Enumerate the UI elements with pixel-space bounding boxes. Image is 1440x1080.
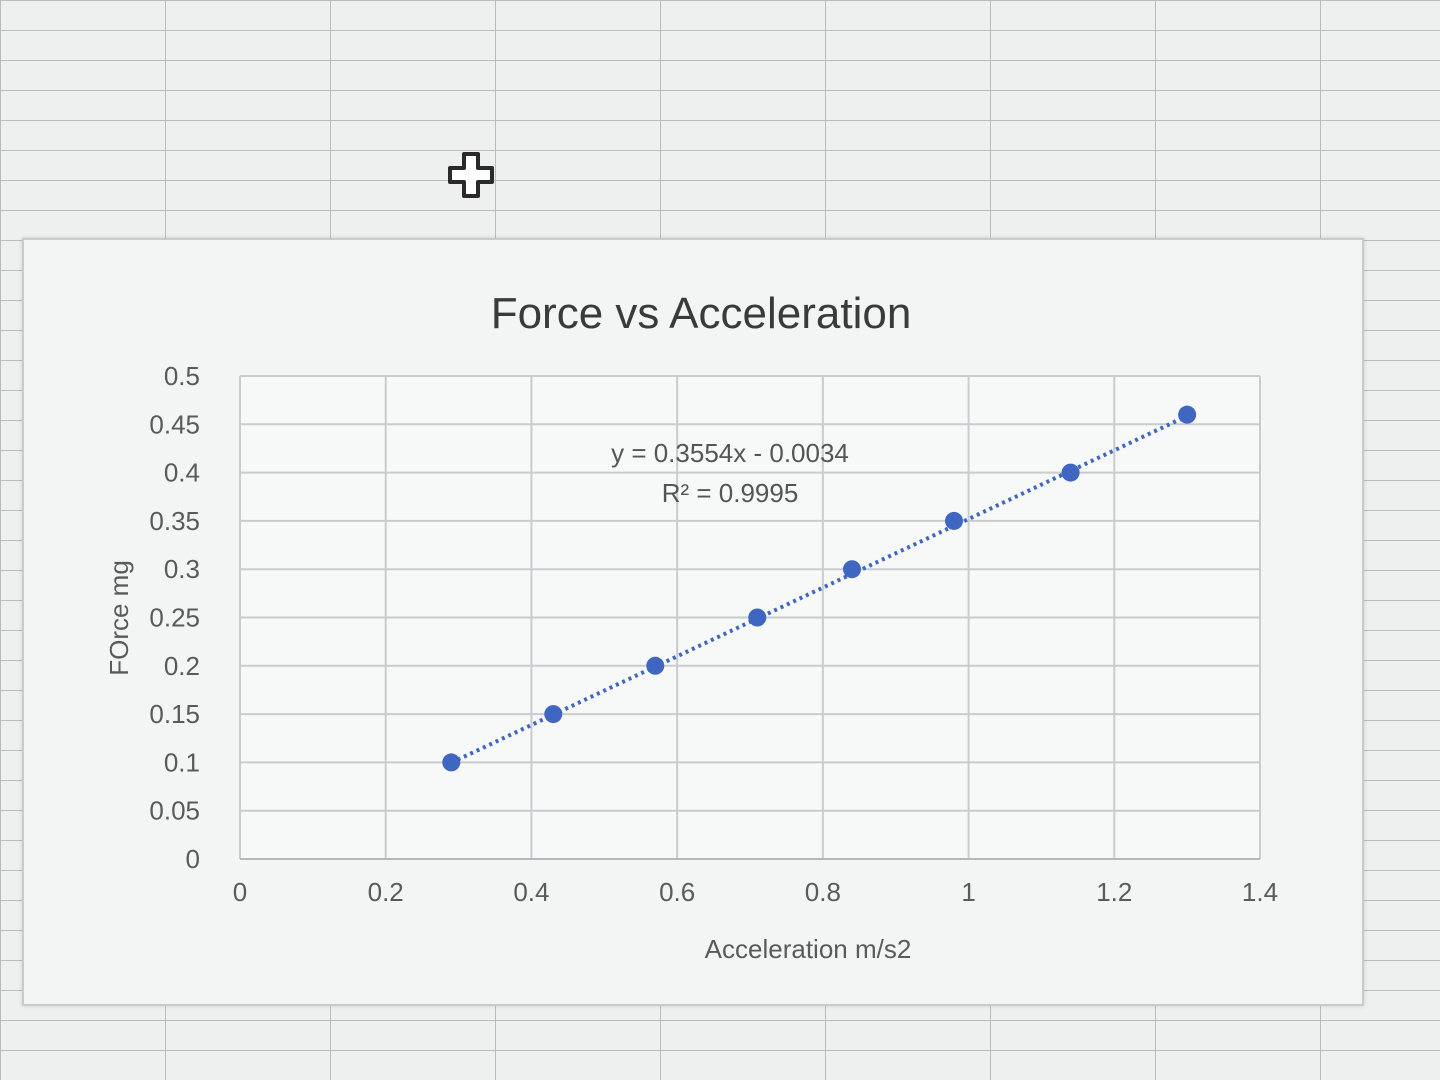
y-tick-label: 0.45 (149, 409, 200, 439)
y-tick-label: 0.4 (164, 458, 200, 488)
chart-title[interactable]: Force vs Acceleration (491, 289, 912, 338)
trendline-r-squared: R² = 0.9995 (662, 478, 799, 508)
x-tick-label: 0.4 (513, 877, 549, 907)
y-tick-label: 0.25 (149, 603, 200, 633)
x-tick-label: 1 (961, 877, 975, 907)
y-tick-label: 0.15 (149, 699, 200, 729)
x-tick-label: 0.6 (659, 877, 695, 907)
x-tick-label: 0.2 (368, 877, 404, 907)
y-tick-label: 0.35 (149, 506, 200, 536)
data-point[interactable] (1061, 463, 1080, 482)
y-tick-label: 0.1 (164, 747, 200, 777)
y-tick-label: 0.3 (164, 554, 200, 584)
x-axis-tick-labels: 0 0.2 0.4 0.6 0.8 1 1.2 1.4 (233, 877, 1278, 907)
y-tick-label: 0.05 (149, 796, 200, 826)
move-cross-cursor-icon (448, 152, 494, 198)
x-tick-label: 0 (233, 877, 247, 907)
y-axis-tick-labels: 0 0.05 0.1 0.15 0.2 0.25 0.3 0.35 0.4 0.45 0.5 (149, 361, 200, 874)
trendline (450, 414, 1188, 765)
chart-area[interactable]: 0 0.2 0.4 0.6 0.8 1 1.2 1.4 0 0.05 0.1 0.15 0.2 0.25… (22, 238, 1364, 1006)
x-tick-label: 1.4 (1242, 877, 1278, 907)
y-tick-label: 0 (186, 844, 200, 874)
data-point[interactable] (442, 753, 461, 772)
trendline-group (450, 414, 1188, 765)
x-axis-title[interactable]: Acceleration m/s2 (705, 934, 912, 964)
x-tick-label: 0.8 (805, 877, 841, 907)
data-point[interactable] (646, 656, 665, 675)
data-point[interactable] (544, 705, 563, 724)
data-point[interactable] (843, 560, 861, 579)
y-axis-title[interactable]: FOrce mg (104, 560, 134, 676)
grid-lines (239, 375, 1261, 860)
data-point[interactable] (1178, 405, 1197, 424)
y-tick-label: 0.2 (164, 651, 200, 681)
chart-svg: 0 0.2 0.4 0.6 0.8 1 1.2 1.4 0 0.05 0.1 0.15 0.2 0.25… (104, 289, 1278, 964)
data-point[interactable] (748, 608, 767, 627)
y-tick-label: 0.5 (164, 361, 200, 391)
data-point[interactable] (945, 511, 963, 530)
x-tick-label: 1.2 (1096, 877, 1132, 907)
trendline-equation: y = 0.3554x - 0.0034 (611, 438, 849, 468)
data-points (442, 405, 1197, 772)
